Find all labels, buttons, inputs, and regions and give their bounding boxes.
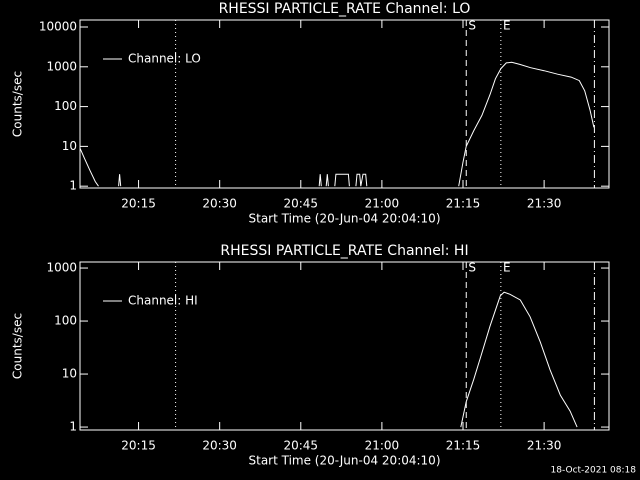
plot-frame	[79, 19, 610, 189]
y-tick-label: 10	[62, 367, 77, 381]
x-tick-label: 21:30	[527, 439, 562, 453]
y-tick-label: 10	[62, 139, 77, 153]
x-tick-label: 21:00	[365, 439, 400, 453]
legend-label: Channel: LO	[128, 52, 201, 66]
x-tick-label: 20:30	[202, 439, 237, 453]
x-tick-label: 21:15	[446, 439, 481, 453]
x-tick-label: 20:30	[202, 197, 237, 211]
x-tick-label: 20:15	[121, 197, 156, 211]
x-axis-label: Start Time (20-Jun-04 20:04:10)	[249, 212, 441, 226]
y-tick-label: 1	[69, 179, 77, 193]
y-tick-label: 1000	[46, 59, 77, 73]
chart-title: RHESSI PARTICLE_RATE Channel: LO	[219, 1, 471, 17]
y-tick-label: 100	[54, 314, 77, 328]
y-tick-label: 100	[54, 99, 77, 113]
marker-label: E	[503, 19, 511, 33]
plot-frame	[79, 261, 610, 431]
marker-label: E	[503, 261, 511, 275]
y-axis-label: Counts/sec	[11, 71, 25, 137]
x-tick-label: 20:45	[283, 197, 318, 211]
y-axis-label: Counts/sec	[11, 313, 25, 379]
marker-label: S	[468, 261, 476, 275]
x-tick-label: 21:15	[446, 197, 481, 211]
legend-label: Channel: HI	[128, 294, 198, 308]
y-tick-label: 1000	[46, 261, 77, 275]
y-tick-label: 1	[69, 420, 77, 434]
x-tick-label: 20:15	[121, 439, 156, 453]
chart-title: RHESSI PARTICLE_RATE Channel: HI	[220, 243, 468, 259]
x-tick-label: 21:00	[365, 197, 400, 211]
x-axis-label: Start Time (20-Jun-04 20:04:10)	[249, 454, 441, 468]
footer: 18-Oct-2021 08:18	[551, 466, 637, 476]
data-line	[460, 291, 578, 428]
y-tick-label: 10000	[39, 20, 77, 34]
x-tick-label: 20:45	[283, 439, 318, 453]
x-tick-label: 21:30	[527, 197, 562, 211]
data-line	[79, 61, 595, 187]
marker-label: S	[468, 19, 476, 33]
